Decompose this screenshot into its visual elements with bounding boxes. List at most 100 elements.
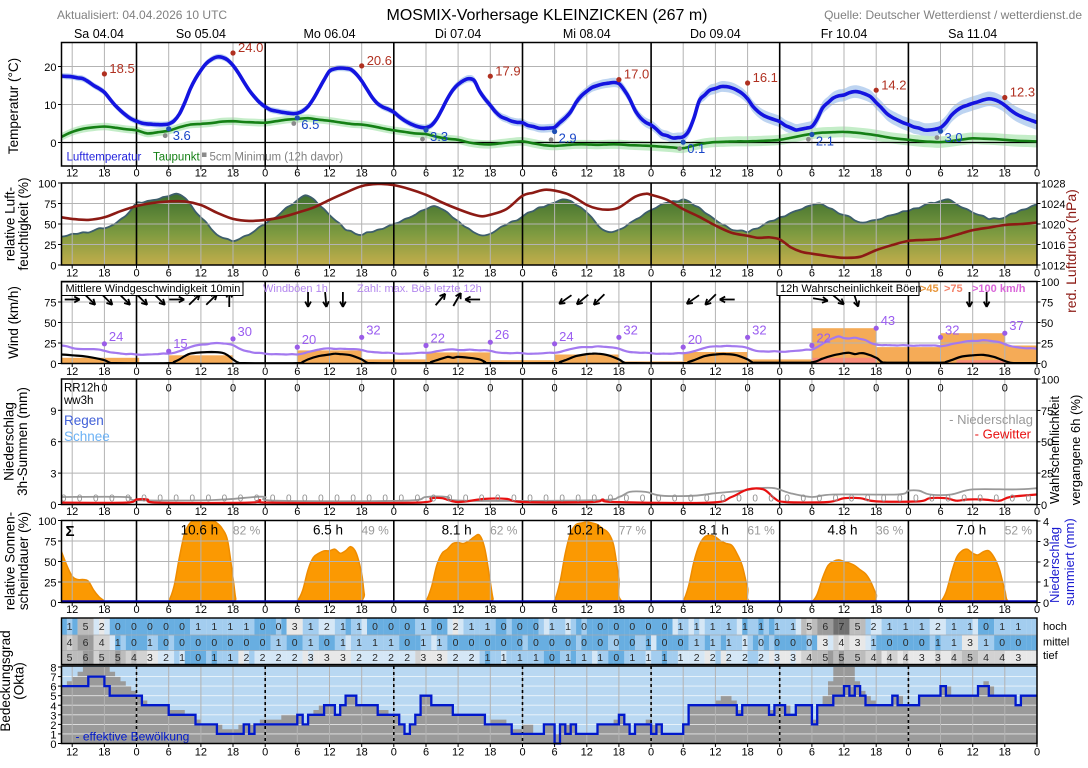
svg-text:6: 6 [423,268,429,280]
svg-text:6: 6 [294,168,300,180]
svg-text:12: 12 [452,506,464,518]
svg-text:12: 12 [323,506,335,518]
svg-text:Fr 10.04: Fr 10.04 [821,27,868,41]
svg-text:6: 6 [83,652,89,664]
svg-text:3: 3 [967,637,973,649]
svg-text:0: 0 [983,621,989,633]
svg-text:Mittlere Windgeschwindigkeit 1: Mittlere Windgeschwindigkeit 10min [66,283,241,295]
svg-text:4: 4 [887,652,893,664]
svg-text:12: 12 [838,268,850,280]
svg-text:0: 0 [629,637,635,649]
svg-text:6: 6 [423,747,429,759]
svg-text:4.8 h: 4.8 h [827,523,857,538]
svg-text:0: 0 [833,494,839,505]
svg-text:6: 6 [680,168,686,180]
svg-text:0: 0 [994,494,1000,505]
svg-text:0: 0 [768,494,774,505]
svg-text:18: 18 [484,168,496,180]
svg-text:75: 75 [1041,406,1053,418]
svg-text:0: 0 [905,366,911,378]
svg-text:Wahrscheinlichkeit: Wahrscheinlichkeit [1047,396,1062,504]
svg-text:4: 4 [951,652,957,664]
svg-text:0: 0 [469,637,475,649]
svg-text:4: 4 [983,652,989,664]
svg-text:12: 12 [66,747,78,759]
svg-text:0: 0 [999,637,1005,649]
svg-text:8: 8 [50,663,56,675]
svg-text:12: 12 [581,747,593,759]
svg-text:2.9: 2.9 [559,131,577,146]
svg-text:0: 0 [648,268,654,280]
svg-text:0: 0 [549,637,555,649]
svg-text:0: 0 [391,506,397,518]
svg-text:25: 25 [1041,339,1053,351]
svg-text:10.2 h: 10.2 h [567,523,605,538]
svg-text:12: 12 [66,268,78,280]
svg-text:0: 0 [173,494,179,505]
svg-text:3: 3 [1015,652,1021,664]
svg-text:26: 26 [495,327,509,342]
svg-text:1: 1 [276,637,282,649]
svg-text:18: 18 [870,506,882,518]
svg-text:18: 18 [870,604,882,616]
svg-text:0: 0 [77,494,83,505]
svg-text:1: 1 [308,637,314,649]
svg-text:12: 12 [967,168,979,180]
svg-text:0: 0 [1041,359,1047,371]
svg-text:0: 0 [131,621,137,633]
svg-text:0: 0 [382,494,388,505]
svg-text:24: 24 [559,329,573,344]
svg-text:3: 3 [50,710,56,722]
svg-text:0: 0 [222,494,228,505]
svg-text:0: 0 [887,637,893,649]
svg-text:0: 0 [929,494,935,505]
svg-text:2: 2 [726,652,732,664]
svg-text:6: 6 [680,268,686,280]
svg-text:0: 0 [817,494,823,505]
svg-text:6: 6 [680,604,686,616]
svg-text:12: 12 [581,366,593,378]
svg-text:4: 4 [1043,517,1049,529]
svg-text:0: 0 [391,366,397,378]
svg-text:3: 3 [308,652,314,664]
svg-text:0: 0 [391,168,397,180]
svg-text:0: 0 [640,494,646,505]
svg-text:75: 75 [44,199,56,211]
svg-text:1: 1 [999,621,1005,633]
svg-text:18: 18 [613,506,625,518]
svg-text:5: 5 [83,621,89,633]
svg-text:1: 1 [726,621,732,633]
svg-text:- effektive Bewölkung: - effektive Bewölkung [76,730,190,744]
svg-text:12: 12 [195,747,207,759]
svg-text:0: 0 [423,383,429,395]
svg-text:Zahl: max. Böe letzte 12h: Zahl: max. Böe letzte 12h [357,283,482,295]
svg-text:0: 0 [688,494,694,505]
svg-text:relative Sonnen-: relative Sonnen- [3,512,18,610]
svg-text:12: 12 [66,506,78,518]
svg-text:61 %: 61 % [747,524,775,538]
svg-text:1: 1 [645,652,651,664]
svg-text:18: 18 [484,366,496,378]
svg-text:Niederschlag: Niederschlag [1047,527,1062,603]
svg-text:1: 1 [179,652,185,664]
svg-text:6: 6 [552,168,558,180]
svg-text:0: 0 [260,637,266,649]
svg-text:0: 0 [324,637,330,649]
svg-text:0: 0 [613,652,619,664]
svg-text:43: 43 [881,313,895,328]
svg-text:6: 6 [423,506,429,518]
svg-text:6: 6 [294,604,300,616]
svg-text:12: 12 [452,604,464,616]
svg-text:0: 0 [1034,506,1040,518]
svg-text:summiert (mm): summiert (mm) [1062,518,1077,605]
svg-text:75: 75 [44,298,56,310]
svg-text:52 %: 52 % [1005,524,1033,538]
svg-text:5: 5 [115,652,121,664]
svg-text:0: 0 [511,494,517,505]
svg-text:0: 0 [211,637,217,649]
svg-text:18: 18 [613,366,625,378]
svg-text:0: 0 [752,494,758,505]
svg-text:18: 18 [613,168,625,180]
svg-text:0: 0 [404,637,410,649]
svg-text:0: 0 [372,621,378,633]
